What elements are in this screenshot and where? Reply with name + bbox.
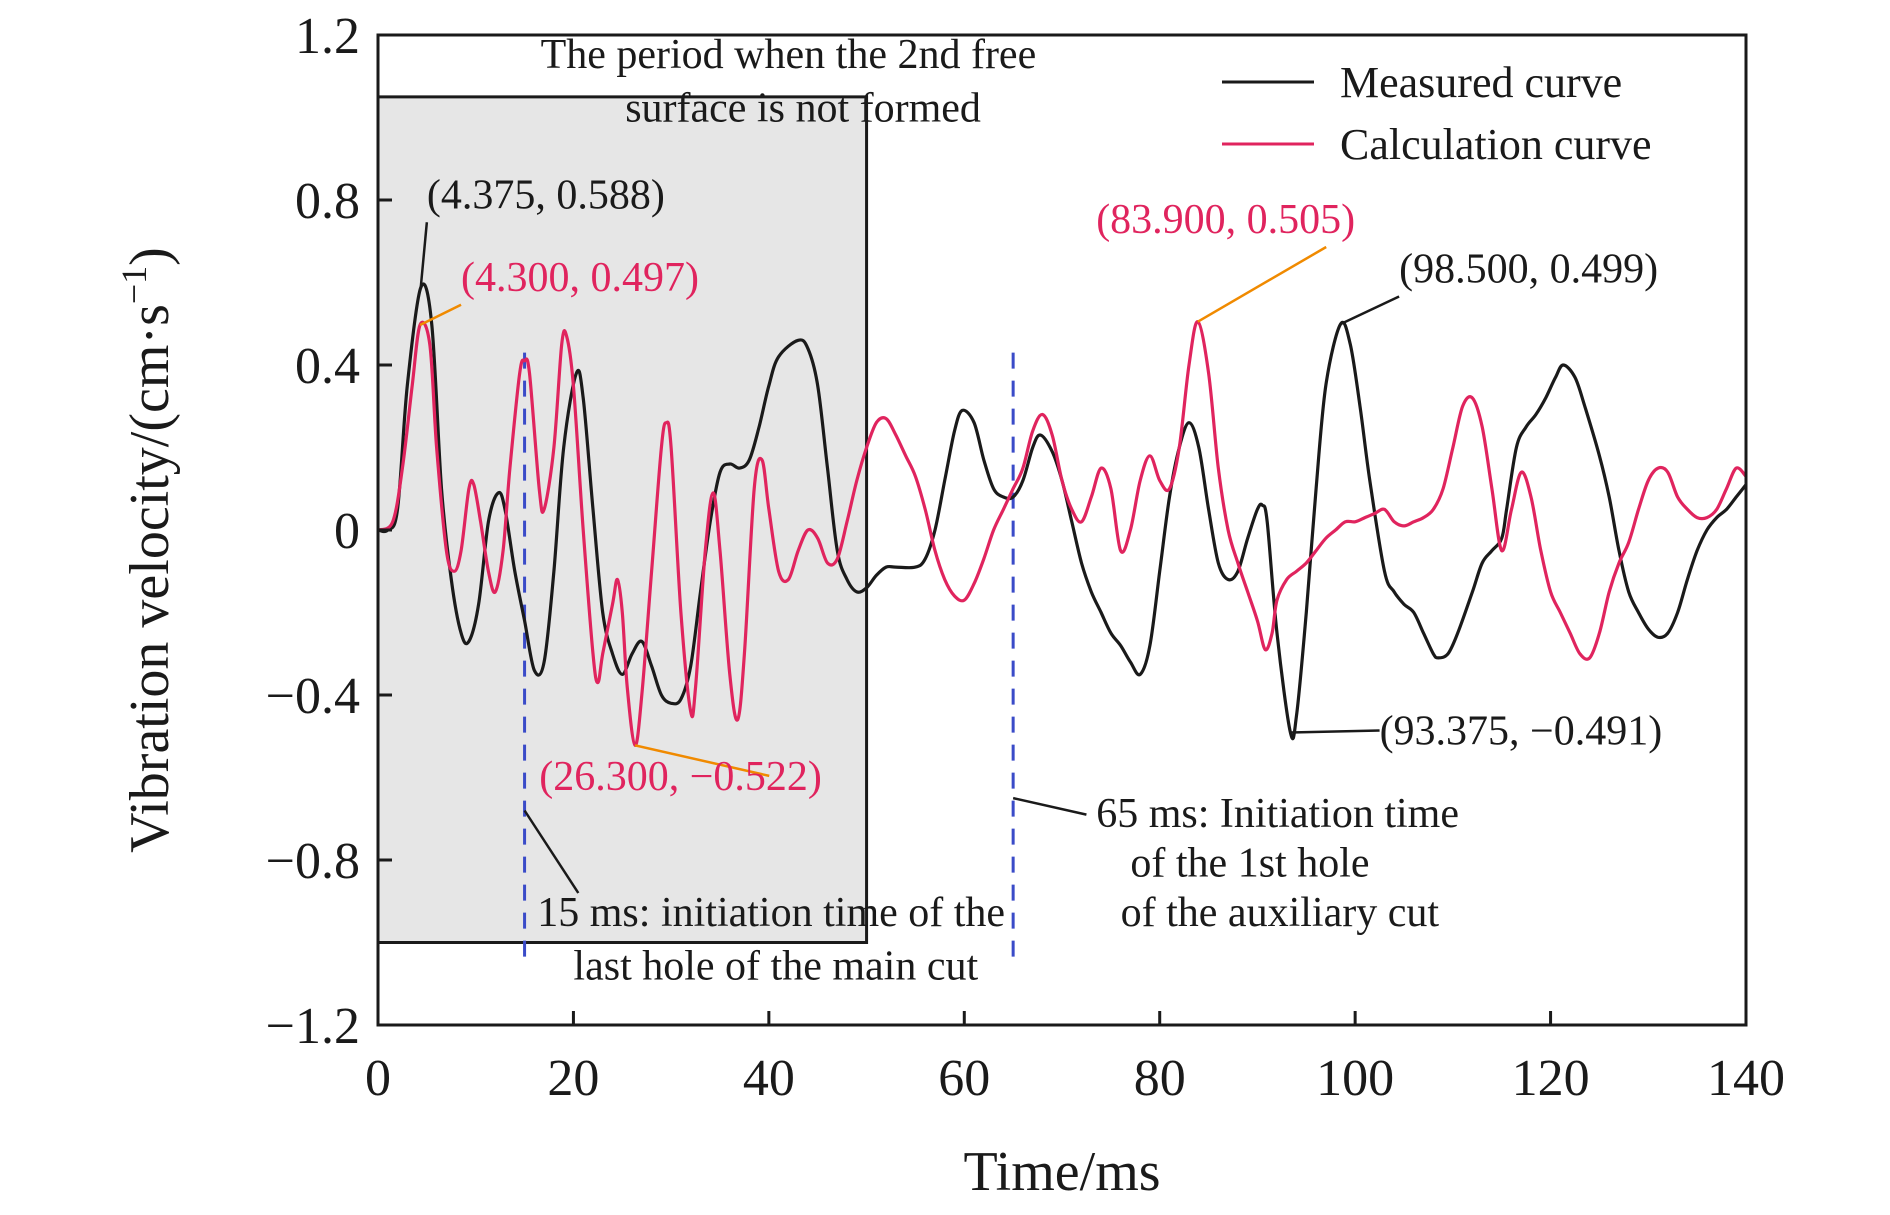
x-tick-label-0: 0: [365, 1050, 391, 1107]
shaded-region-label-line1: The period when the 2nd free: [541, 32, 1037, 78]
annotation-label-6-line2: last hole of the main cut: [573, 944, 978, 990]
initiation-vlines: [523, 352, 1015, 968]
annotation-label-7-line2: of the 1st hole: [1130, 841, 1369, 887]
y-tick-label-6: −1.2: [266, 998, 360, 1055]
annotation-label-4: (98.500, 0.499): [1399, 247, 1658, 293]
y-axis-title-close: ): [119, 247, 181, 266]
annotation-label-2: (26.300, −0.522): [539, 754, 822, 800]
annotation-label-5: (93.375, −0.491): [1380, 709, 1663, 755]
annotation-leader-4: [1339, 295, 1400, 326]
x-tick-label-3: 60: [938, 1050, 990, 1107]
annotations: (4.375, 0.588) (4.300, 0.497) (26.300, −0.…: [419, 172, 1663, 990]
annotation-leader-7: [1012, 796, 1087, 816]
y-tick-label-3: 0: [334, 503, 360, 560]
y-tick-label-1: 0.8: [295, 173, 360, 230]
x-tick-label-2: 40: [743, 1050, 795, 1107]
annotation-leader-0: [419, 222, 429, 288]
series-lines: [377, 282, 1748, 747]
annotation-label-6: 15 ms: initiation time of the: [537, 890, 1005, 936]
y-tick-label-2: 0.4: [295, 338, 360, 395]
x-tick-label-6: 120: [1512, 1050, 1590, 1107]
annotation-label-7: 65 ms: Initiation time: [1096, 791, 1459, 837]
y-axis-title-sup: −1: [114, 266, 154, 304]
annotation-label-1: (4.300, 0.497): [461, 255, 699, 301]
annotation-leader-2: [634, 744, 770, 778]
shaded-region-label-line2: surface is not formed: [625, 86, 981, 132]
annotation-label-3: (83.900, 0.505): [1096, 197, 1355, 243]
y-tick-label-5: −0.8: [266, 833, 360, 890]
shaded-period-region: [376, 95, 869, 944]
axis-ticks: 0 20 40 60 80 100 120 140 1.2 0.8 0.4 0 −0.4 −0.8 −1.2: [266, 8, 1785, 1107]
annotation-leader-1: [419, 303, 462, 327]
y-tick-label-0: 1.2: [295, 8, 360, 65]
y-tick-label-4: −0.4: [266, 668, 360, 725]
legend-label-measured: Measured curve: [1340, 58, 1622, 107]
y-axis-title-main: Vibration velocity/(cm·s: [119, 304, 181, 853]
x-axis-title: Time/ms: [963, 1141, 1160, 1203]
shaded-region-box: [376, 95, 869, 944]
y-axis-title: Vibration velocity/(cm·s−1): [114, 247, 181, 853]
legend-label-calculation: Calculation curve: [1340, 120, 1652, 169]
x-tick-label-4: 80: [1134, 1050, 1186, 1107]
x-tick-label-5: 100: [1316, 1050, 1394, 1107]
x-tick-label-1: 20: [547, 1050, 599, 1107]
annotation-leader-3: [1197, 245, 1327, 323]
annotation-label-7-line3: of the auxiliary cut: [1121, 890, 1440, 936]
legend: Measured curve Calculation curve: [1222, 58, 1652, 169]
annotation-leader-6: [523, 809, 580, 894]
annotation-leader-5: [1290, 729, 1380, 734]
annotation-label-0: (4.375, 0.588): [427, 172, 665, 218]
x-tick-label-7: 140: [1707, 1050, 1785, 1107]
series-line-1: [377, 320, 1748, 747]
